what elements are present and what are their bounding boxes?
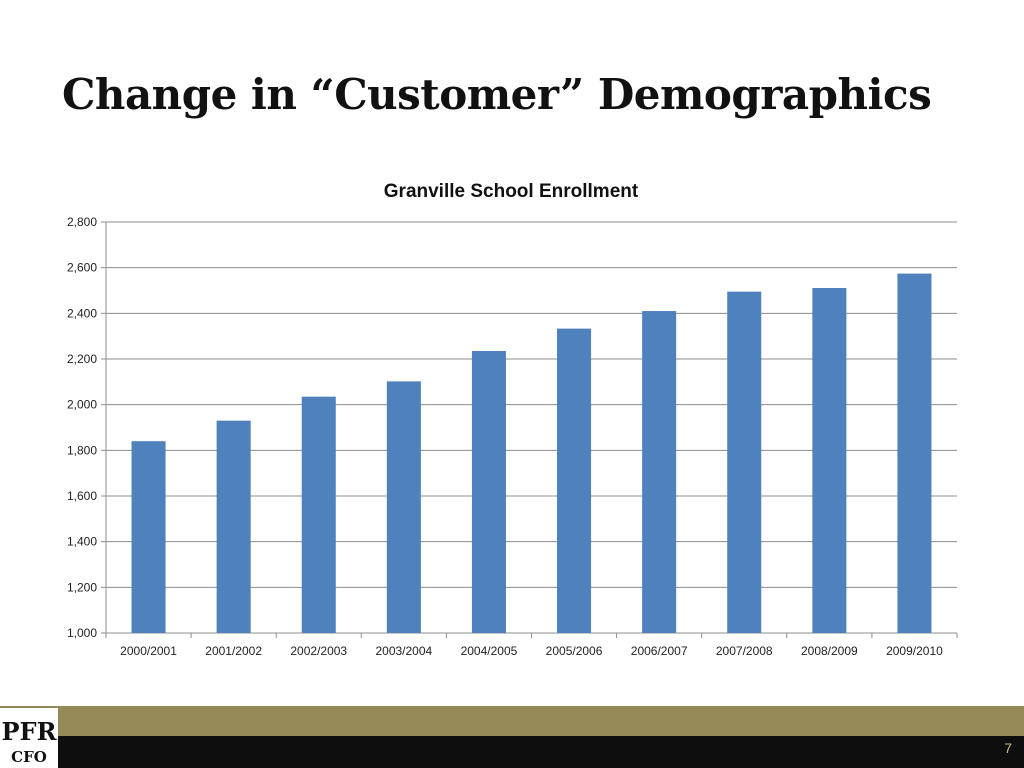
bar-2004-2005: [471, 351, 506, 633]
bar-2009-2010: [897, 273, 932, 633]
bar-2001-2002: [216, 420, 251, 633]
bar-2005-2006: [557, 328, 592, 633]
x-tick-label: 2007/2008: [716, 644, 773, 658]
y-tick-label: 2,000: [67, 398, 97, 412]
x-tick-label: 2004/2005: [461, 644, 518, 658]
y-tick-label: 2,400: [67, 306, 97, 320]
y-tick-label: 1,000: [67, 626, 97, 640]
y-tick-label: 2,800: [67, 215, 97, 229]
bar-2002-2003: [301, 396, 336, 633]
slide-title: Change in “Customer” Demographics: [62, 70, 932, 119]
y-tick-labels: 1,000 1,200 1,400 1,600 1,800 2,000 2,200 2,400…: [67, 215, 97, 640]
y-tick-label: 1,400: [67, 535, 97, 549]
x-tick-labels: 2000/2001 2001/2002 2002/2003 2003/2004 2004…: [120, 644, 943, 658]
x-tick-label: 2009/2010: [886, 644, 943, 658]
x-tick-label: 2006/2007: [631, 644, 688, 658]
page-number: 7: [1004, 740, 1012, 756]
x-tick-label: 2001/2002: [205, 644, 262, 658]
y-tick-label: 1,800: [67, 443, 97, 457]
bar-2007-2008: [727, 291, 762, 633]
y-tick-label: 1,200: [67, 580, 97, 594]
x-tick-label: 2002/2003: [290, 644, 347, 658]
chart-title: Granville School Enrollment: [384, 181, 639, 202]
y-tick-label: 1,600: [67, 489, 97, 503]
bar-2000-2001: [131, 441, 166, 633]
logo-text-bottom: CFO: [11, 748, 47, 766]
x-tick-label: 2005/2006: [546, 644, 603, 658]
footer-band-top: [0, 706, 1024, 736]
x-tick-label: 2000/2001: [120, 644, 177, 658]
bar-2006-2007: [642, 311, 677, 633]
y-tick-label: 2,200: [67, 352, 97, 366]
bars: [131, 273, 932, 633]
logo-text-top: PFR: [1, 717, 57, 746]
x-tick-label: 2008/2009: [801, 644, 858, 658]
footer-band-bottom: [0, 736, 1024, 768]
enrollment-bar-chart: Granville School Enrollment 1,0001,2001,…: [67, 181, 958, 658]
bar-2008-2009: [812, 287, 847, 633]
x-tick-label: 2003/2004: [375, 644, 432, 658]
bar-2003-2004: [386, 381, 421, 633]
y-tick-label: 2,600: [67, 261, 97, 275]
pfr-cfo-logo: PFR CFO: [0, 708, 58, 768]
